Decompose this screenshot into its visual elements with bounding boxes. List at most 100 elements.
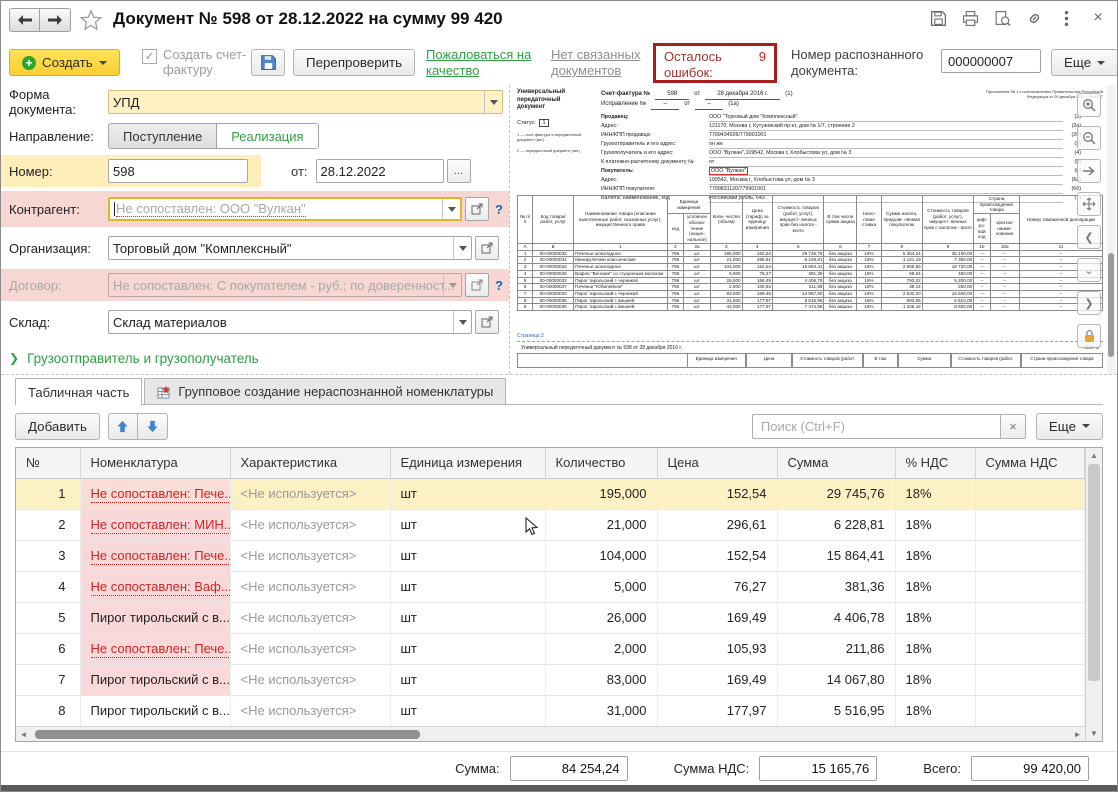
- table-row[interactable]: 5 Пирог тирольский с в... <Не используется…: [16, 602, 1085, 634]
- table-cell[interactable]: 4 406,78: [777, 602, 896, 634]
- table-cell[interactable]: [975, 695, 1085, 727]
- open-contract-button[interactable]: [465, 273, 490, 297]
- table-cell[interactable]: 18%: [895, 540, 976, 572]
- table-cell[interactable]: 21,000: [545, 509, 658, 541]
- zoom-in-icon[interactable]: [1077, 93, 1101, 117]
- table-cell[interactable]: 169,49: [657, 602, 778, 634]
- favorite-star-icon[interactable]: [79, 9, 103, 31]
- table-cell[interactable]: 296,61: [657, 509, 778, 541]
- contract-field[interactable]: Не сопоставлен: С покупателем - руб.; по…: [108, 273, 463, 297]
- scroll-down-arrow[interactable]: ▼: [1090, 729, 1098, 738]
- table-cell[interactable]: <Не используется>: [230, 571, 391, 603]
- table-row[interactable]: 8 Пирог тирольский с в... <Не используется…: [16, 695, 1085, 727]
- dropdown-button[interactable]: [484, 91, 502, 113]
- table-row[interactable]: 2 Не сопоставлен: МИН... <Не используется>…: [16, 509, 1085, 541]
- column-header[interactable]: Цена: [657, 448, 778, 479]
- scrollbar-thumb[interactable]: [1088, 464, 1100, 681]
- dropdown-button[interactable]: [442, 199, 460, 219]
- search-input[interactable]: [751, 413, 1000, 439]
- scroll-up-arrow[interactable]: ▲: [1090, 451, 1098, 460]
- recognized-number-input[interactable]: [941, 49, 1041, 73]
- open-organization-button[interactable]: [475, 236, 499, 260]
- tab-group-create[interactable]: Групповое создание нераспознанной номенк…: [144, 378, 507, 404]
- table-cell[interactable]: [975, 540, 1085, 572]
- table-cell[interactable]: 3: [16, 540, 81, 572]
- doc-form-field[interactable]: УПД: [108, 90, 503, 114]
- table-cell[interactable]: 18%: [895, 664, 976, 696]
- table-cell[interactable]: [975, 509, 1085, 541]
- organization-field[interactable]: Торговый дом "Комплексный": [108, 236, 472, 260]
- contract-help[interactable]: ?: [495, 277, 503, 293]
- direction-in-button[interactable]: Поступление: [108, 123, 218, 149]
- column-header[interactable]: №: [16, 448, 81, 479]
- table-cell[interactable]: шт: [390, 664, 546, 696]
- scrollbar-thumb[interactable]: [35, 729, 420, 739]
- horizontal-scrollbar[interactable]: ◄ ►: [16, 726, 1085, 741]
- document-preview-pane[interactable]: Универсальный передаточный документ Стат…: [511, 85, 1117, 374]
- table-cell[interactable]: Не сопоставлен: Пече...: [80, 633, 231, 665]
- back-button[interactable]: [9, 8, 40, 32]
- zoom-out-icon[interactable]: [1077, 126, 1101, 150]
- table-cell[interactable]: 152,54: [657, 478, 778, 510]
- link-icon[interactable]: [1025, 9, 1043, 27]
- number-field[interactable]: 598: [108, 159, 248, 183]
- open-warehouse-button[interactable]: [475, 310, 499, 334]
- table-cell[interactable]: шт: [390, 478, 546, 510]
- table-cell[interactable]: [975, 633, 1085, 665]
- chevron-down-icon[interactable]: ⌄: [1077, 258, 1101, 282]
- dropdown-button[interactable]: [453, 311, 471, 333]
- column-header[interactable]: Количество: [545, 448, 658, 479]
- table-cell[interactable]: 211,86: [777, 633, 896, 665]
- table-cell[interactable]: 104,000: [545, 540, 658, 572]
- recheck-button[interactable]: Перепроверить: [293, 49, 416, 76]
- table-cell[interactable]: <Не используется>: [230, 664, 391, 696]
- scroll-left-arrow[interactable]: ◄: [19, 729, 28, 739]
- table-cell[interactable]: Пирог тирольский с в...: [80, 602, 231, 634]
- table-cell[interactable]: 18%: [895, 602, 976, 634]
- table-cell[interactable]: 152,54: [657, 540, 778, 572]
- table-cell[interactable]: <Не используется>: [230, 478, 391, 510]
- preview-icon[interactable]: [993, 9, 1011, 27]
- column-header[interactable]: Характеристика: [230, 448, 391, 479]
- table-cell[interactable]: Не сопоставлен: МИН...: [80, 509, 231, 541]
- move-up-button[interactable]: [107, 412, 138, 440]
- table-cell[interactable]: шт: [390, 509, 546, 541]
- table-cell[interactable]: 381,36: [777, 571, 896, 603]
- table-cell[interactable]: 105,93: [657, 633, 778, 665]
- vertical-scrollbar[interactable]: ▲ ▼: [1085, 448, 1102, 741]
- forward-button[interactable]: [40, 8, 71, 32]
- table-cell[interactable]: Не сопоставлен: Ваф...: [80, 571, 231, 603]
- table-cell[interactable]: 6: [16, 633, 81, 665]
- column-header[interactable]: % НДС: [895, 448, 976, 479]
- table-cell[interactable]: Пирог тирольский с в...: [80, 664, 231, 696]
- move-down-button[interactable]: [137, 412, 168, 440]
- table-cell[interactable]: 26,000: [545, 602, 658, 634]
- counterparty-field[interactable]: Не сопоставлен: ООО "Вулкан": [108, 197, 463, 221]
- table-cell[interactable]: <Не используется>: [230, 695, 391, 727]
- open-counterparty-button[interactable]: [465, 197, 490, 221]
- chevron-right-icon[interactable]: ❯: [1077, 291, 1101, 315]
- table-cell[interactable]: шт: [390, 695, 546, 727]
- add-row-button[interactable]: Добавить: [15, 412, 100, 440]
- table-cell[interactable]: <Не используется>: [230, 509, 391, 541]
- related-documents-link[interactable]: Нет связанных документов: [551, 47, 641, 78]
- table-cell[interactable]: 8: [16, 695, 81, 727]
- table-cell[interactable]: 83,000: [545, 664, 658, 696]
- table-cell[interactable]: 4: [16, 571, 81, 603]
- table-cell[interactable]: 6 228,81: [777, 509, 896, 541]
- table-cell[interactable]: 18%: [895, 633, 976, 665]
- table-cell[interactable]: [975, 664, 1085, 696]
- date-field[interactable]: 28.12.2022: [315, 159, 444, 183]
- table-cell[interactable]: 195,000: [545, 478, 658, 510]
- scrollbar-thumb[interactable]: [1108, 252, 1114, 357]
- shipper-consignee-link[interactable]: ❯ Грузоотправитель и грузополучатель: [9, 350, 259, 366]
- table-cell[interactable]: [975, 602, 1085, 634]
- more-menu-icon[interactable]: [1057, 9, 1075, 27]
- pan-hand-icon[interactable]: [1077, 192, 1101, 216]
- table-cell[interactable]: [975, 571, 1085, 603]
- column-header[interactable]: Сумма: [777, 448, 896, 479]
- table-cell[interactable]: 14 067,80: [777, 664, 896, 696]
- column-header[interactable]: Единица измерения: [390, 448, 546, 479]
- table-cell[interactable]: 29 745,76: [777, 478, 896, 510]
- table-row[interactable]: 7 Пирог тирольский с в... <Не используется…: [16, 664, 1085, 696]
